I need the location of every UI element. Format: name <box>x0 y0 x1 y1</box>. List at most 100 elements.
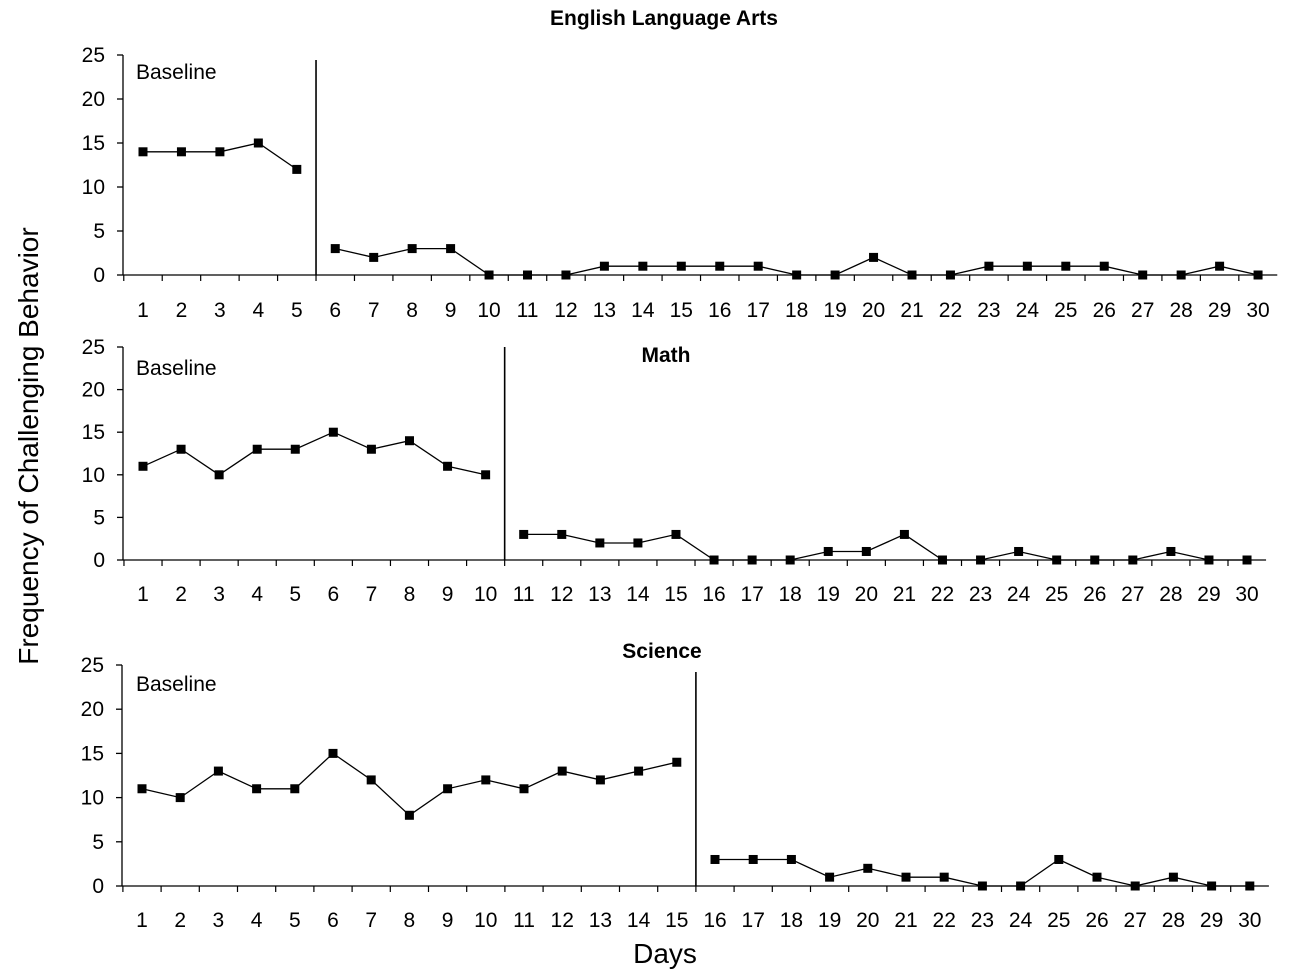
x-tick-label: 4 <box>253 299 265 322</box>
data-point <box>523 270 532 280</box>
y-tick-label: 5 <box>93 220 105 243</box>
data-point <box>1204 555 1214 565</box>
data-point <box>907 270 917 280</box>
data-point <box>561 270 571 280</box>
y-tick-label: 25 <box>81 654 104 677</box>
data-point <box>747 555 757 565</box>
x-tick-label: 12 <box>550 583 573 606</box>
x-tick-label: 21 <box>894 909 917 932</box>
data-point <box>710 854 720 864</box>
x-tick-label: 24 <box>1009 909 1033 932</box>
x-tick-label: 9 <box>442 583 454 606</box>
y-axis-title: Frequency of Challenging Behavior <box>13 227 44 664</box>
x-tick-label: 21 <box>893 583 916 606</box>
data-point <box>901 872 911 882</box>
data-point <box>138 461 148 471</box>
x-tick-label: 11 <box>513 909 535 932</box>
data-point <box>137 784 147 794</box>
y-tick-label: 25 <box>82 44 105 67</box>
data-point <box>715 261 725 271</box>
x-tick-label: 11 <box>513 583 535 606</box>
data-point <box>595 775 605 785</box>
x-tick-label: 18 <box>785 299 808 322</box>
x-tick-label: 16 <box>702 583 725 606</box>
x-tick-label: 20 <box>862 299 885 322</box>
x-tick-label: 29 <box>1197 583 1220 606</box>
data-point <box>138 147 148 157</box>
data-point <box>253 138 263 148</box>
x-tick-label: 23 <box>971 909 994 932</box>
x-tick-label: 3 <box>213 909 225 932</box>
x-tick-label: 18 <box>780 909 803 932</box>
x-tick-label: 8 <box>404 583 416 606</box>
data-point <box>676 261 686 271</box>
panel-title: Science <box>622 640 701 663</box>
panel-title: Math <box>642 344 691 367</box>
x-tick-label: 26 <box>1085 909 1108 932</box>
data-point <box>407 244 417 254</box>
x-tick-label: 11 <box>517 299 539 322</box>
x-tick-label: 15 <box>670 299 693 322</box>
data-point <box>785 555 795 565</box>
x-tick-label: 5 <box>289 909 301 932</box>
x-tick-label: 22 <box>931 583 954 606</box>
data-point <box>252 444 262 454</box>
x-tick-label: 23 <box>969 583 992 606</box>
x-tick-label: 25 <box>1047 909 1070 932</box>
x-tick-label: 18 <box>779 583 802 606</box>
x-tick-label: 28 <box>1162 909 1185 932</box>
x-tick-label: 25 <box>1045 583 1068 606</box>
x-tick-label: 20 <box>856 909 879 932</box>
data-point <box>823 546 833 556</box>
x-tick-label: 4 <box>251 909 263 932</box>
data-point <box>1099 261 1109 271</box>
data-point <box>1061 261 1071 271</box>
x-tick-label: 17 <box>742 909 765 932</box>
data-point <box>213 766 223 776</box>
data-point <box>328 748 338 758</box>
data-point <box>1130 881 1140 891</box>
x-tick-label: 27 <box>1121 583 1144 606</box>
data-point <box>786 854 796 864</box>
data-point <box>484 270 494 280</box>
data-point <box>937 555 947 565</box>
data-point <box>446 244 456 254</box>
x-tick-label: 1 <box>136 909 148 932</box>
y-tick-label: 15 <box>82 421 105 444</box>
data-point <box>1090 555 1100 565</box>
x-tick-label: 3 <box>214 299 226 322</box>
x-tick-label: 5 <box>289 583 301 606</box>
x-tick-label: 9 <box>445 299 457 322</box>
data-point <box>1207 881 1217 891</box>
data-point <box>1016 881 1026 891</box>
y-tick-label: 0 <box>93 549 105 572</box>
data-point <box>443 784 453 794</box>
data-point <box>252 784 262 794</box>
x-tick-label: 5 <box>291 299 303 322</box>
x-tick-label: 28 <box>1159 583 1182 606</box>
x-tick-label: 1 <box>137 583 149 606</box>
data-point <box>328 427 338 437</box>
y-tick-label: 20 <box>81 698 104 721</box>
data-point <box>214 470 224 480</box>
data-point <box>709 555 719 565</box>
data-point <box>830 270 840 280</box>
data-point <box>404 436 414 446</box>
x-tick-label: 7 <box>368 299 380 322</box>
x-tick-label: 23 <box>977 299 1000 322</box>
x-tick-label: 8 <box>406 299 418 322</box>
data-point <box>215 147 225 157</box>
data-point <box>1014 546 1024 556</box>
baseline-label: Baseline <box>136 673 217 696</box>
data-point <box>861 546 871 556</box>
data-point <box>599 261 609 271</box>
intervention-series-line <box>523 533 1247 561</box>
data-point <box>977 881 987 891</box>
data-point <box>1242 555 1252 565</box>
x-axis-title: Days <box>633 938 697 969</box>
y-tick-label: 15 <box>82 132 105 155</box>
data-point <box>825 872 835 882</box>
x-tick-label: 7 <box>365 909 377 932</box>
